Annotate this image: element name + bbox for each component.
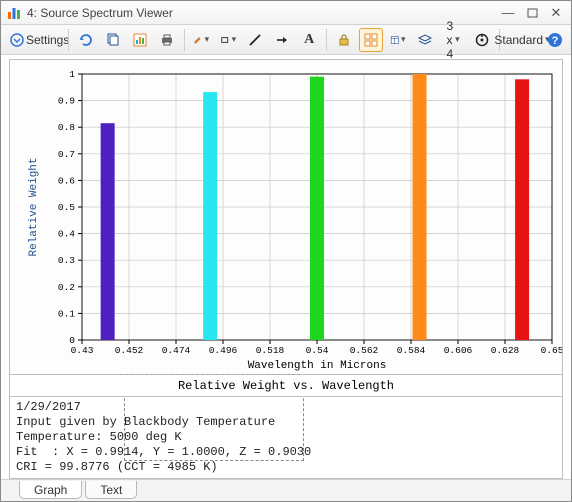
help-button[interactable]: ?	[543, 28, 567, 52]
svg-text:0.606: 0.606	[444, 345, 473, 356]
titlebar: 4: Source Spectrum Viewer — ✕	[1, 1, 571, 25]
refresh-button[interactable]	[74, 28, 98, 52]
svg-text:?: ?	[552, 35, 559, 47]
svg-text:0.54: 0.54	[306, 345, 329, 356]
tabstrip: GraphText	[1, 479, 571, 501]
chart-subtitle: Relative Weight vs. Wavelength	[9, 375, 563, 397]
arrow-tool-button[interactable]	[270, 28, 294, 52]
svg-text:Wavelength in Microns: Wavelength in Microns	[248, 360, 387, 372]
svg-text:1: 1	[69, 69, 75, 80]
copy-button[interactable]	[101, 28, 125, 52]
window-layout-button[interactable]: ▾	[386, 28, 410, 52]
text-tool-button[interactable]: A	[297, 28, 321, 52]
rectangle-tool-button[interactable]: ▾	[216, 28, 240, 52]
settings-label: Settings	[26, 33, 69, 47]
grid-size-button[interactable]: 3 x 4 ▾	[440, 28, 467, 52]
lock-button[interactable]	[332, 28, 356, 52]
svg-text:0.43: 0.43	[71, 345, 94, 356]
app-icon	[7, 6, 21, 20]
window-title: 4: Source Spectrum Viewer	[27, 6, 493, 20]
info-panel: 1/29/2017 Input given by Blackbody Tempe…	[9, 397, 563, 479]
chart-type-button[interactable]	[128, 28, 152, 52]
maximize-button[interactable]	[523, 5, 541, 21]
selection-rect	[124, 397, 304, 461]
svg-text:0.9: 0.9	[58, 96, 75, 107]
style-label: Standard	[494, 33, 543, 47]
svg-text:0.518: 0.518	[256, 345, 285, 356]
svg-text:0.584: 0.584	[397, 345, 426, 356]
grid-panel-button[interactable]	[359, 28, 383, 52]
content-area: 00.10.20.30.40.50.60.70.80.910.430.4520.…	[1, 55, 571, 479]
close-button[interactable]: ✕	[547, 5, 565, 21]
style-button[interactable]: Standard ▾	[504, 28, 540, 52]
svg-text:0.4: 0.4	[58, 229, 75, 240]
svg-text:0.562: 0.562	[350, 345, 379, 356]
svg-text:0.628: 0.628	[491, 345, 520, 356]
svg-text:0.6: 0.6	[58, 175, 75, 186]
svg-text:0.65: 0.65	[541, 345, 562, 356]
chart: 00.10.20.30.40.50.60.70.80.910.430.4520.…	[10, 60, 562, 372]
svg-text:0.496: 0.496	[209, 345, 238, 356]
tab-text[interactable]: Text	[85, 481, 137, 499]
pencil-button[interactable]: ▾	[189, 28, 213, 52]
svg-text:0.3: 0.3	[58, 255, 75, 266]
toolbar: Settings ▾ ▾ A	[1, 25, 571, 55]
svg-text:0.452: 0.452	[115, 345, 144, 356]
svg-text:0.1: 0.1	[58, 308, 75, 319]
svg-text:0.8: 0.8	[58, 122, 75, 133]
settings-button[interactable]: Settings	[32, 28, 63, 52]
print-button[interactable]	[155, 28, 179, 52]
svg-text:0.5: 0.5	[58, 202, 75, 213]
chart-container: 00.10.20.30.40.50.60.70.80.910.430.4520.…	[9, 59, 563, 375]
app-window: 4: Source Spectrum Viewer — ✕ Settings	[0, 0, 572, 502]
chart-subtitle-text: Relative Weight vs. Wavelength	[178, 379, 394, 393]
svg-text:Relative Weight: Relative Weight	[28, 157, 40, 256]
target-button[interactable]	[470, 28, 494, 52]
layers-button[interactable]	[413, 28, 437, 52]
line-tool-button[interactable]	[243, 28, 267, 52]
svg-text:0.474: 0.474	[162, 345, 191, 356]
window-controls: — ✕	[499, 5, 565, 21]
svg-text:0.7: 0.7	[58, 149, 75, 160]
minimize-button[interactable]: —	[499, 5, 517, 21]
svg-text:0.2: 0.2	[58, 282, 75, 293]
tab-graph[interactable]: Graph	[19, 481, 82, 499]
